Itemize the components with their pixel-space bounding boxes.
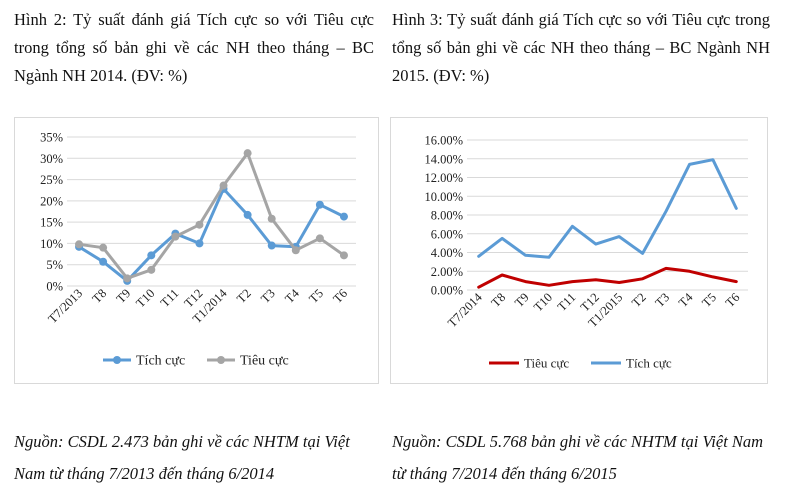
chart-2015-series-line-1 (477, 266, 738, 289)
chart-2015-y-tick-label: 2.00% (431, 265, 463, 279)
chart-2014-legend-label: Tích cực (136, 354, 185, 369)
chart-2015-y-tick-label: 0.00% (431, 284, 463, 298)
chart-2014-series-line-2 (77, 151, 346, 280)
chart-2014-data-point (171, 232, 180, 241)
chart-2014-data-point (243, 210, 252, 219)
chart-2015-y-tick-label: 6.00% (431, 227, 463, 241)
chart-2014-y-tick-label: 25% (40, 173, 63, 187)
chart-2014-x-tick-label: T4 (282, 286, 302, 306)
chart-2015-x-tick-label: T2 (629, 290, 649, 310)
figure-3-source: Nguồn: CSDL 5.768 bản ghi về các NHTM tạ… (392, 432, 764, 483)
chart-2014-data-point (339, 251, 348, 260)
figure-2-caption: Hình 2: Tỷ suất đánh giá Tích cực so với… (14, 10, 374, 85)
chart-2014-x-tick-label: T11 (158, 286, 182, 310)
chart-2014-x-tick-label: T6 (330, 286, 350, 306)
chart-2014-data-point (243, 149, 252, 158)
chart-2015-x-tick-label: T3 (652, 290, 672, 310)
figure-3-caption: Hình 3: Tỷ suất đánh giá Tích cực so với… (392, 10, 770, 85)
chart-2014-data-point (315, 200, 324, 209)
chart-2014-x-tick-label: T9 (114, 286, 134, 306)
chart-2014-data-point (195, 239, 204, 248)
chart-2014-y-tick-label: 0% (46, 280, 63, 294)
chart-2015-x-tick-label: T6 (723, 290, 743, 310)
chart-2014-data-point (147, 251, 156, 260)
chart-2015-legend-label: Tiêu cực (524, 356, 569, 371)
chart-2015-x-tick-label: T8 (489, 290, 509, 310)
chart-2014-y-tick-label: 20% (40, 194, 63, 208)
chart-2015-legend-label: Tích cực (626, 356, 672, 371)
chart-2014-x-tick-label: T3 (258, 286, 278, 306)
chart-2015-y-tick-label: 10.00% (424, 190, 463, 204)
chart-2014-y-tick-label: 30% (40, 152, 63, 166)
chart-2015-x-tick-label: T5 (699, 290, 719, 310)
chart-2014-series-line-1 (77, 187, 346, 283)
chart-2014-data-point (267, 241, 276, 250)
chart-2015-x-tick-label: T10 (531, 290, 555, 314)
chart-2014-data-point (195, 220, 204, 229)
chart-2014-x-tick-label: T10 (133, 286, 157, 310)
chart-2014-data-point (219, 181, 228, 190)
chart-2014-data-point (291, 246, 300, 255)
chart-2014-data-point (315, 234, 324, 243)
chart-2015-y-tick-label: 16.00% (424, 134, 463, 148)
chart-2014-data-point (147, 265, 156, 274)
chart-2015-x-tick-label: T9 (512, 290, 532, 310)
chart-2014-y-tick-label: 35% (40, 131, 63, 145)
chart-2014-legend-label: Tiêu cực (240, 354, 289, 369)
chart-2014-legend-marker (217, 356, 225, 364)
chart-2015-series-line-2 (477, 158, 738, 259)
chart-2014-data-point (339, 212, 348, 221)
chart-2015-y-tick-label: 12.00% (424, 171, 463, 185)
chart-2014-data-point (267, 214, 276, 223)
chart-2014-data-point (123, 274, 132, 283)
chart-2015: 0.00% 2.00% 4.00% 6.00% 8.00% 10.00% 12.00% 14.… (424, 134, 748, 371)
figure-2-source: Nguồn: CSDL 2.473 bản ghi về các NHTM tạ… (14, 432, 350, 483)
chart-2015-x-tick-label: T11 (555, 290, 579, 314)
chart-2014-data-point (75, 240, 84, 249)
chart-2015-y-tick-label: 4.00% (431, 246, 463, 260)
chart-2014-y-tick-label: 10% (40, 237, 63, 251)
chart-2014-frame: 0% 5% 10% 15% 20% 25% 30% 35% T7/2013 T8 T9 T10 T11 T… (14, 117, 379, 384)
chart-2014-x-tick-label: T2 (234, 286, 254, 306)
chart-2014-data-point (99, 243, 108, 252)
chart-2015-y-tick-label: 14.00% (424, 152, 463, 166)
chart-2015-x-tick-label: T4 (676, 290, 696, 310)
chart-2014-x-tick-label: T8 (90, 286, 110, 306)
chart-2014-data-point (99, 257, 108, 266)
chart-2014-legend-marker (113, 356, 121, 364)
chart-2015-frame: 0.00% 2.00% 4.00% 6.00% 8.00% 10.00% 12.00% 14.… (390, 117, 768, 384)
chart-2014-y-tick-label: 5% (46, 258, 63, 272)
chart-2014: 0%5%10%15%20%25%30%35%T7/2013 T8 T9 T10 T11 T… (40, 131, 356, 369)
chart-2014-y-tick-label: 15% (40, 216, 63, 230)
chart-2015-y-tick-label: 8.00% (431, 209, 463, 223)
chart-2014-x-tick-label: T5 (306, 286, 326, 306)
